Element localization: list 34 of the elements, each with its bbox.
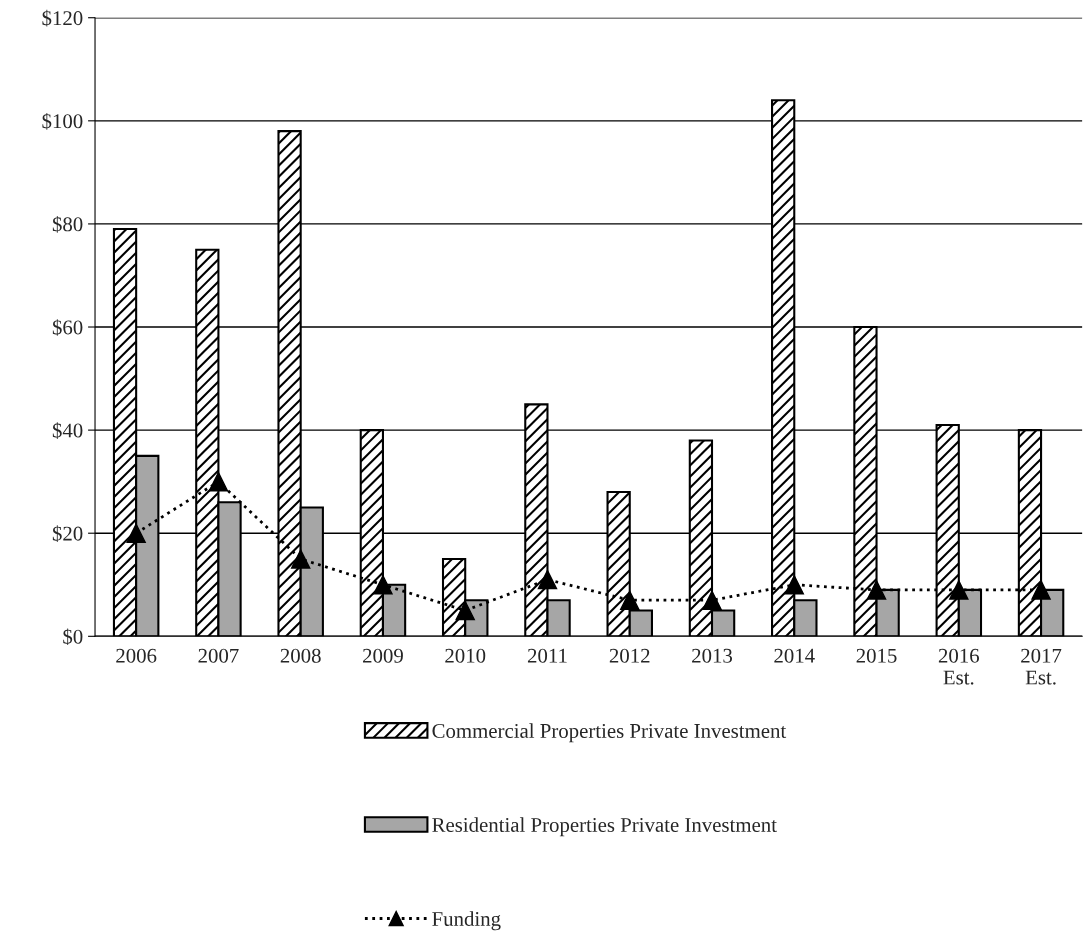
y-tick-label: $20 — [52, 525, 83, 543]
point — [373, 575, 393, 595]
y-tick-label: $60 — [52, 319, 83, 336]
y-tick-label: $40 — [52, 422, 83, 439]
legend-label: Funding — [432, 911, 501, 931]
x-tick-label: 2008 — [280, 648, 321, 663]
x-tick-label: 2017 Est. — [1021, 648, 1062, 685]
point — [784, 575, 804, 595]
legend-label: Commercial Properties Private Investment — [432, 723, 787, 743]
point — [866, 580, 887, 600]
point — [702, 590, 722, 610]
point — [455, 600, 475, 621]
legend-label: Residential Properties Private Investment — [432, 817, 777, 837]
x-tick-label: 2012 — [609, 648, 650, 663]
x-tick-label: 2016 Est. — [938, 648, 980, 685]
y-tick-label: $100 — [42, 112, 83, 130]
point — [1031, 580, 1051, 600]
point — [620, 590, 640, 610]
x-tick-label: 2010 — [445, 648, 486, 663]
point — [290, 549, 311, 569]
x-tick-label: 2011 — [527, 648, 567, 663]
point — [949, 580, 969, 600]
y-tick-label: $120 — [42, 9, 83, 27]
point — [126, 523, 146, 543]
x-tick-label: 2014 — [774, 648, 815, 663]
x-tick-label: 2006 — [116, 648, 157, 663]
x-tick-label: 2009 — [363, 648, 403, 663]
y-tick-label: $80 — [52, 216, 83, 233]
point — [537, 569, 558, 590]
x-tick-label: 2007 — [198, 648, 239, 663]
y-tick-label: $0 — [63, 628, 83, 646]
point — [208, 471, 229, 492]
x-tick-label: 2013 — [692, 648, 733, 663]
x-tick-label: 2015 — [856, 648, 897, 663]
